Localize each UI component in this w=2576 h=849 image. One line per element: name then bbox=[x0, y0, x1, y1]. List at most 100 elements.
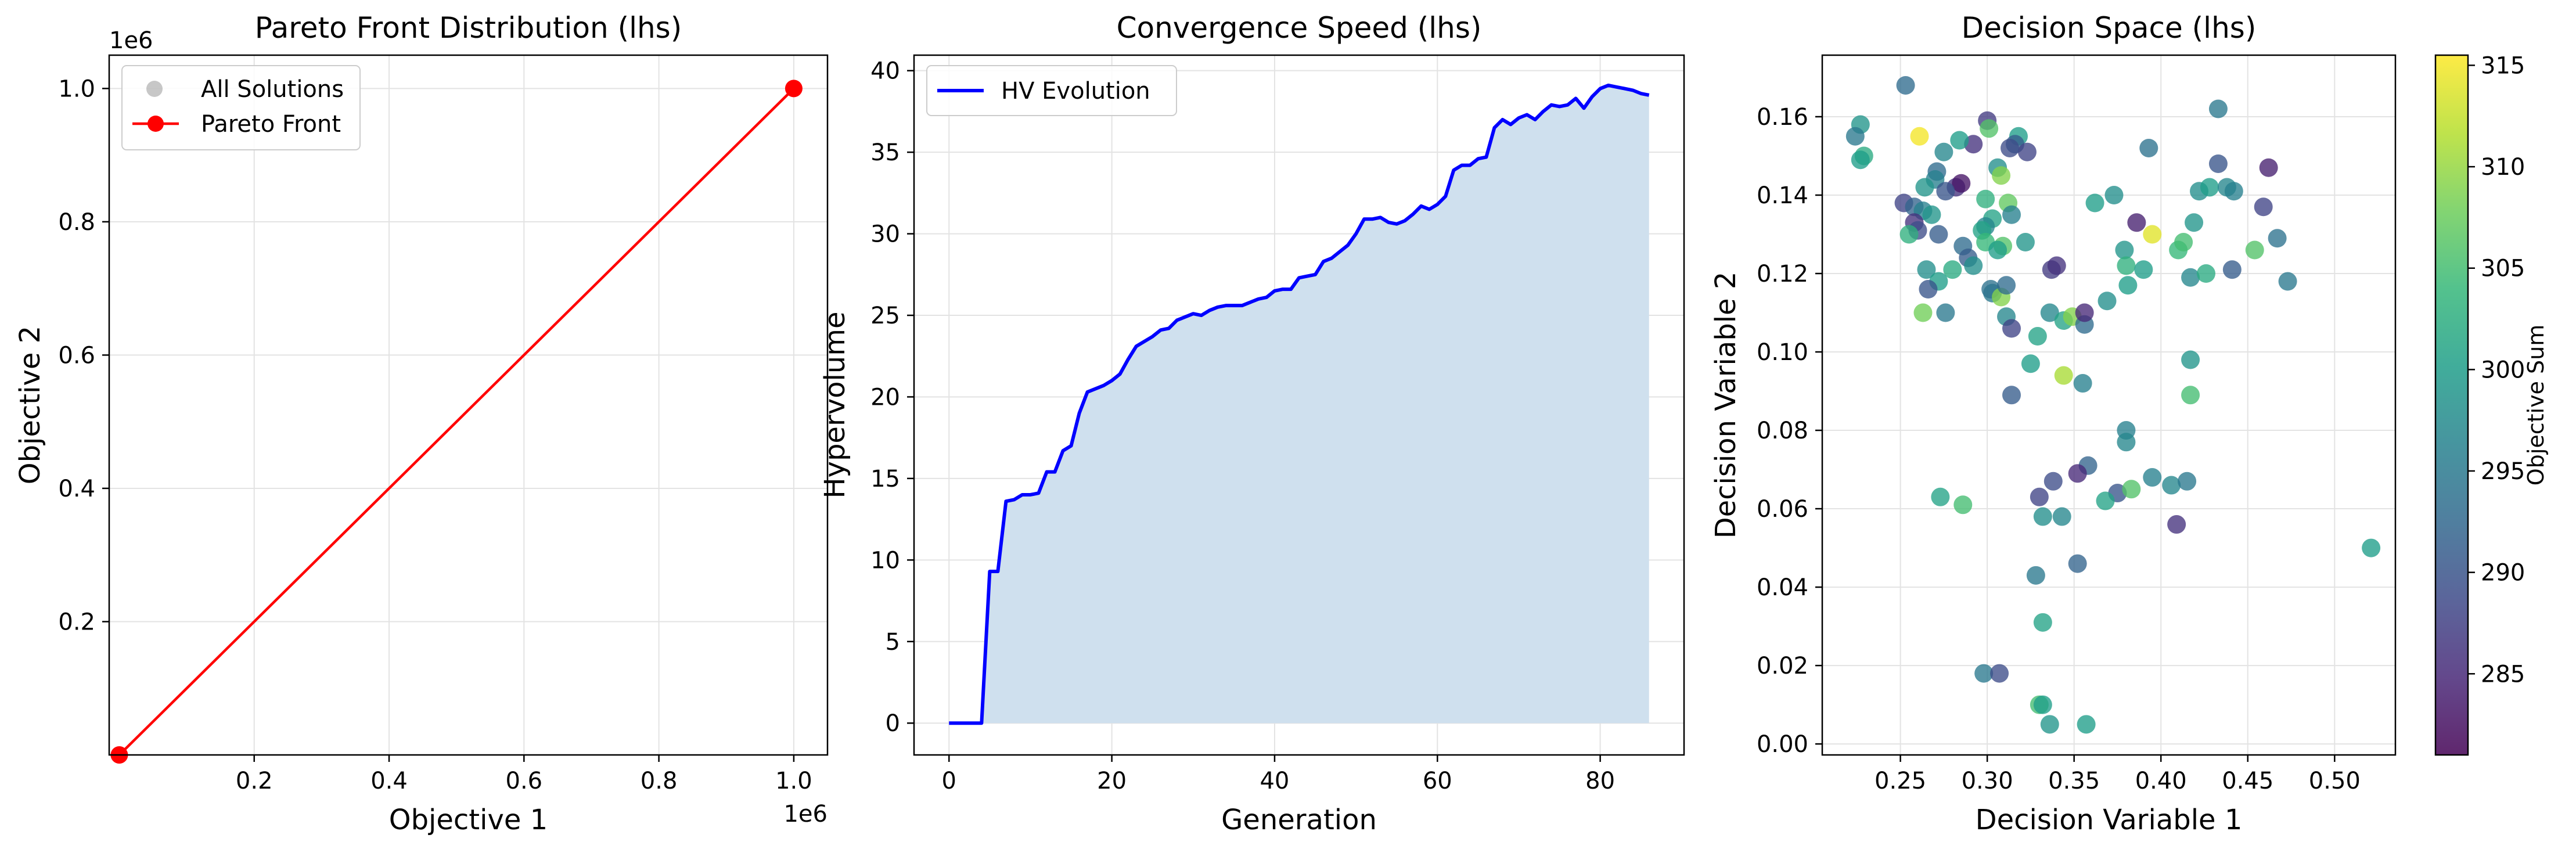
x-tick-label: 0.50 bbox=[2309, 768, 2361, 794]
x-axis-label: Objective 1 bbox=[389, 804, 548, 836]
scatter-point bbox=[2030, 487, 2049, 506]
legend-box bbox=[121, 65, 361, 150]
x-tick-label: 60 bbox=[1423, 768, 1452, 794]
chart-title: Decision Space (lhs) bbox=[1962, 11, 2257, 45]
scatter-point bbox=[2017, 142, 2037, 161]
y-tick-label: 0.4 bbox=[58, 476, 95, 502]
x-tick-label: 0.8 bbox=[641, 768, 678, 794]
y-tick-label: 0.08 bbox=[1757, 418, 1808, 444]
y-tick-label: 20 bbox=[870, 384, 900, 411]
pareto-front-panel: 0.2 0.4 0.6 0.8 1.0 0.2 0.4 0.6 0.8 1.0 Pareto Fro… bbox=[14, 11, 829, 836]
scatter-point bbox=[2224, 182, 2243, 201]
x-tick-label: 0.6 bbox=[506, 768, 543, 794]
y-tick-label: 0.10 bbox=[1757, 339, 1808, 366]
y-axis-label: Decision Variable 2 bbox=[1710, 272, 1742, 539]
y-tick-label: 30 bbox=[870, 221, 900, 248]
scatter-point bbox=[2077, 715, 2096, 734]
scatter-point bbox=[2040, 715, 2059, 734]
y-axis-label: Objective 2 bbox=[14, 326, 46, 484]
scatter-point bbox=[2245, 240, 2264, 260]
scatter-point bbox=[2362, 538, 2381, 557]
scatter-point bbox=[2143, 468, 2162, 487]
scatter-point bbox=[2259, 158, 2278, 177]
y-tick-label: 25 bbox=[870, 303, 900, 329]
scatter-point bbox=[2278, 272, 2297, 291]
scatter-point bbox=[1988, 240, 2007, 260]
legend: HV Evolution bbox=[926, 65, 1177, 116]
x-tick-label: 0.4 bbox=[370, 768, 408, 794]
y-tick-label: 0.00 bbox=[1757, 731, 1808, 758]
legend-pareto-marker bbox=[147, 116, 164, 132]
colorbar-tick-label: 310 bbox=[2481, 154, 2525, 181]
scatter-point bbox=[2028, 327, 2047, 346]
scatter-point bbox=[2118, 276, 2138, 295]
scatter-point bbox=[2054, 366, 2073, 385]
scatter-point bbox=[2040, 303, 2059, 322]
colorbar-tick-label: 300 bbox=[2481, 357, 2525, 383]
scatter-point bbox=[2196, 264, 2215, 283]
scatter-point bbox=[1974, 664, 1994, 683]
scatter-point bbox=[1851, 150, 1870, 170]
scatter-point bbox=[1910, 127, 1929, 146]
y-tick-label: 0.14 bbox=[1757, 182, 1808, 209]
x-tick-label: 0.25 bbox=[1875, 768, 1926, 794]
scatter-point bbox=[1936, 303, 1955, 322]
scatter-point bbox=[1952, 174, 1971, 193]
legend-hv-label: HV Evolution bbox=[1001, 78, 1150, 105]
scatter-point bbox=[1919, 280, 1938, 299]
axes-frame bbox=[1821, 54, 2397, 756]
x-tick-label: 0.45 bbox=[2222, 768, 2273, 794]
x-axis-label: Decision Variable 1 bbox=[1976, 804, 2243, 836]
scatter-point bbox=[2122, 480, 2141, 499]
y-tick-label: 0.04 bbox=[1757, 574, 1808, 601]
scatter-point bbox=[2208, 99, 2228, 118]
scatter-point bbox=[2002, 205, 2021, 224]
scatter-point bbox=[2139, 138, 2158, 157]
y-tick-label: 0.6 bbox=[58, 342, 95, 369]
scatter-point bbox=[2115, 240, 2134, 260]
pareto-front-line bbox=[118, 87, 795, 756]
scatter-point bbox=[1899, 225, 1919, 244]
scatter-point bbox=[2043, 472, 2063, 491]
colorbar-bar bbox=[2434, 54, 2469, 756]
colorbar-tick-label: 285 bbox=[2481, 661, 2525, 688]
colorbar-tick-label: 315 bbox=[2481, 52, 2525, 79]
scatter-point bbox=[2075, 303, 2094, 322]
scatter-point bbox=[1990, 664, 2009, 683]
scatter-point bbox=[2167, 515, 2186, 534]
scatter-point bbox=[2174, 233, 2193, 252]
scatter-point bbox=[2104, 186, 2124, 204]
y-offset-label: 1e6 bbox=[109, 27, 153, 54]
scatter-point bbox=[1934, 142, 1953, 161]
colorbar-tick-label: 305 bbox=[2481, 256, 2525, 282]
y-tick-label: 40 bbox=[870, 58, 900, 85]
scatter-point bbox=[2178, 472, 2197, 491]
scatter-point bbox=[2162, 476, 2181, 495]
x-tick-label: 0.40 bbox=[2135, 768, 2187, 794]
scatter-point bbox=[1980, 119, 1999, 138]
scatter-point bbox=[2185, 213, 2204, 232]
scatter-point bbox=[2117, 256, 2136, 275]
hv-area bbox=[949, 85, 1649, 724]
scatter-point bbox=[2033, 507, 2052, 526]
scatter-point bbox=[1943, 260, 1962, 279]
y-tick-label: 15 bbox=[870, 466, 900, 492]
x-tick-label: 1.0 bbox=[775, 768, 812, 794]
scatter-point bbox=[2208, 154, 2228, 173]
scatter-point bbox=[1964, 256, 1983, 275]
axes-frame bbox=[913, 54, 1685, 756]
scatter-point bbox=[1917, 260, 1936, 279]
colorbar-tick-label: 290 bbox=[2481, 560, 2525, 587]
legend-all-solutions-marker bbox=[146, 81, 163, 97]
legend-pareto-label: Pareto Front bbox=[201, 111, 341, 138]
y-tick-label: 10 bbox=[870, 547, 900, 574]
scatter-point bbox=[1953, 495, 1973, 515]
chart-title: Convergence Speed (lhs) bbox=[1117, 11, 1482, 45]
decision-space-panel: 0.25 0.30 0.35 0.40 0.45 0.50 0.00 0.02 0.04 0.06… bbox=[1710, 11, 2549, 836]
scatter-point bbox=[2021, 354, 2040, 373]
scatter-point bbox=[2068, 464, 2087, 483]
x-tick-label: 40 bbox=[1260, 768, 1289, 794]
scatter-point bbox=[2200, 178, 2219, 197]
scatter-point bbox=[2085, 193, 2104, 213]
